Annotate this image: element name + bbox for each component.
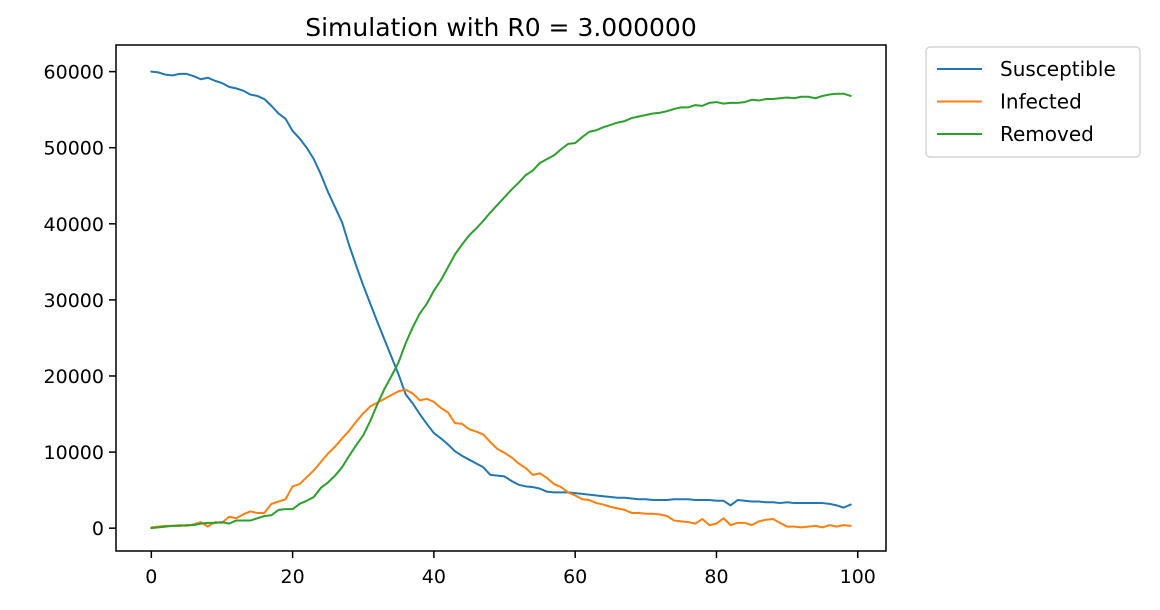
legend: Susceptible Infected Removed [925,46,1141,158]
series-line-susceptible [150,70,852,509]
chart-title: Simulation with R0 = 3.000000 [305,13,697,42]
x-tick-label: 100 [840,566,876,588]
legend-label-removed: Removed [1000,122,1094,146]
x-tick-label: 0 [145,566,157,588]
y-tick-label: 10000 [44,442,104,464]
axes-frame [115,44,887,552]
y-tick-label: 50000 [44,138,104,160]
y-tick-label: 30000 [44,290,104,312]
legend-label-susceptible: Susceptible [1000,57,1116,81]
x-tick-label: 20 [281,566,305,588]
y-tick-label: 0 [92,518,104,540]
y-tick-label: 20000 [44,366,104,388]
x-tick-label: 40 [422,566,446,588]
series-line-infected [150,388,852,529]
y-tick-label: 60000 [44,62,104,84]
plot-area: 0 20 40 60 80 100 0 10000 20000 30000 40000 50000 60… [44,44,887,588]
x-tick-label: 60 [563,566,587,588]
legend-box [925,46,1141,158]
series-line-removed [150,92,852,530]
legend-label-infected: Infected [1000,90,1082,114]
x-tick-label: 80 [704,566,728,588]
y-tick-label: 40000 [44,214,104,236]
